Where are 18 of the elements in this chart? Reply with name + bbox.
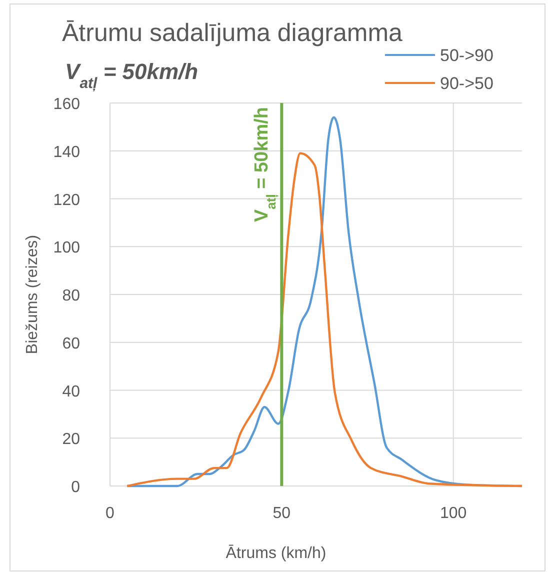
chart-subtitle: V$_{atļ}$ = 50km/h [65,59,198,92]
x-tick-label: 100 [440,505,467,522]
y-tick-label: 160 [53,96,80,113]
y-tick-label: 0 [71,479,80,496]
y-axis-title: Biežums (reizes) [24,234,41,354]
legend-label: 90->50 [440,74,494,93]
y-tick-label: 140 [53,144,80,161]
y-tick-label: 100 [53,240,80,257]
y-tick-label: 20 [62,431,80,448]
x-tick-label: 50 [272,505,291,522]
chart-title: Ātrumu sadalījuma diagramma [62,19,403,47]
legend-label: 50->90 [440,46,494,65]
x-axis-title: Ātrums (km/h) [226,544,326,562]
y-tick-label: 80 [62,288,80,304]
x-tick-label: 0 [106,505,115,522]
y-tick-label: 40 [62,383,80,400]
y-tick-label: 120 [53,192,80,209]
y-tick-label: 60 [62,335,80,352]
